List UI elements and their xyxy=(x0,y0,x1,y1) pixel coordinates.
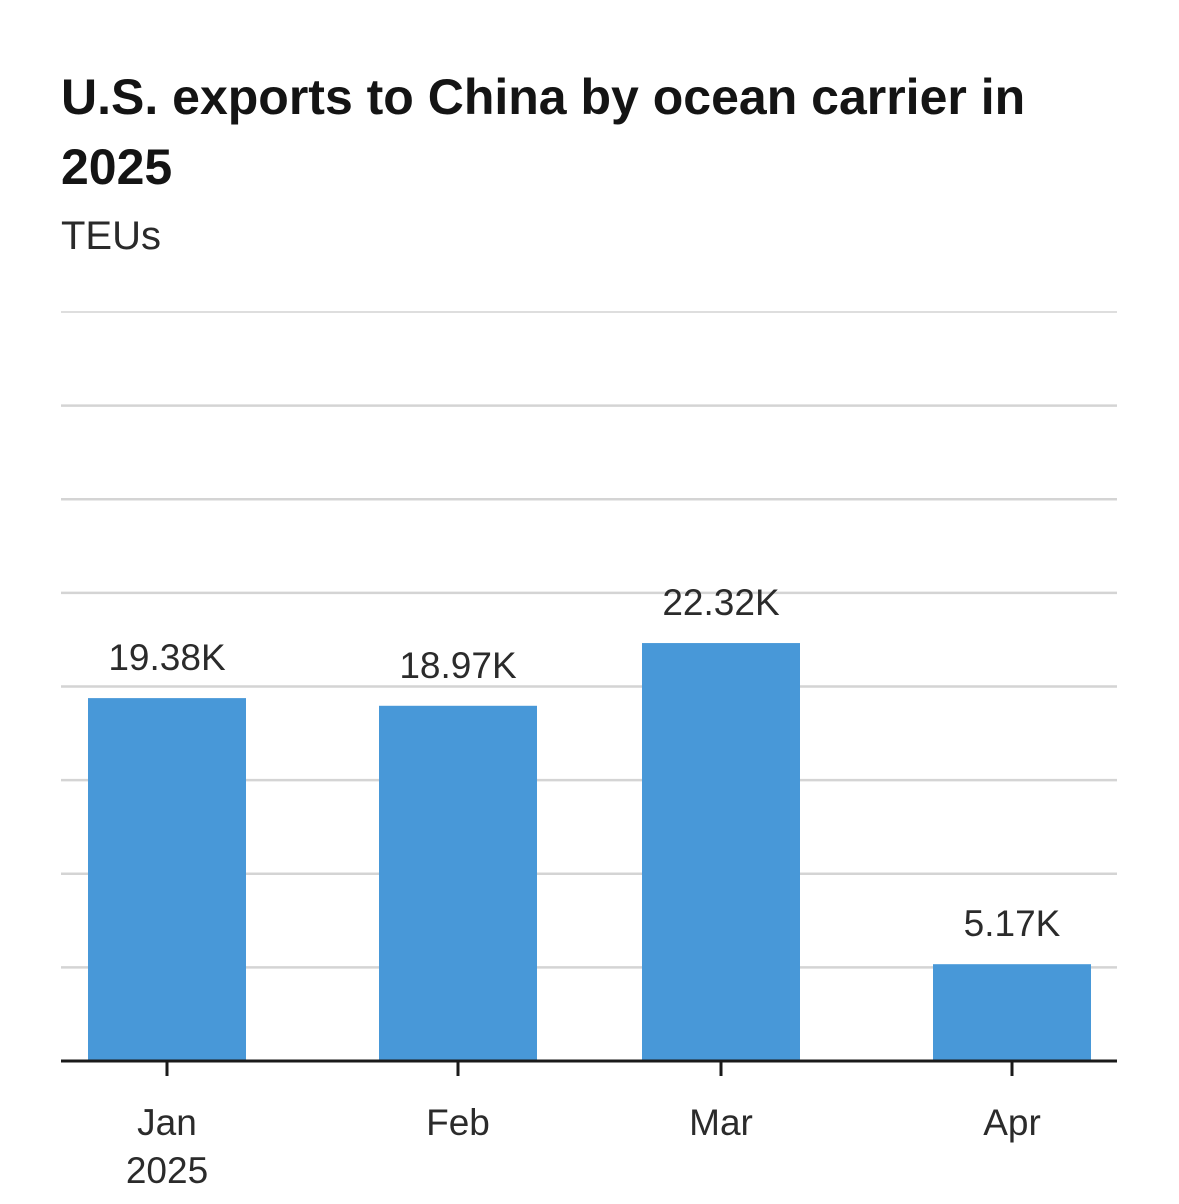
x-tick-label: Apr xyxy=(983,1102,1041,1143)
bar xyxy=(88,698,246,1061)
data-labels: 19.38K 18.97K 22.32K 5.17K xyxy=(108,582,1060,944)
data-label: 19.38K xyxy=(108,637,226,678)
bar xyxy=(933,964,1091,1061)
chart-title: U.S. exports to China by ocean carrier i… xyxy=(61,69,1026,195)
x-tick-label: Jan 2025 xyxy=(126,1102,208,1191)
x-tick-label: Mar xyxy=(689,1102,753,1143)
data-label: 5.17K xyxy=(964,903,1061,944)
chart-subtitle: TEUs xyxy=(61,214,161,258)
x-axis: Jan 2025 Feb Mar Apr xyxy=(61,1059,1117,1191)
bar xyxy=(379,705,537,1061)
data-label: 22.32K xyxy=(662,582,780,623)
data-label: 18.97K xyxy=(399,645,517,686)
x-tick-label: Feb xyxy=(426,1102,490,1143)
bar xyxy=(642,643,800,1061)
bars xyxy=(88,643,1091,1061)
